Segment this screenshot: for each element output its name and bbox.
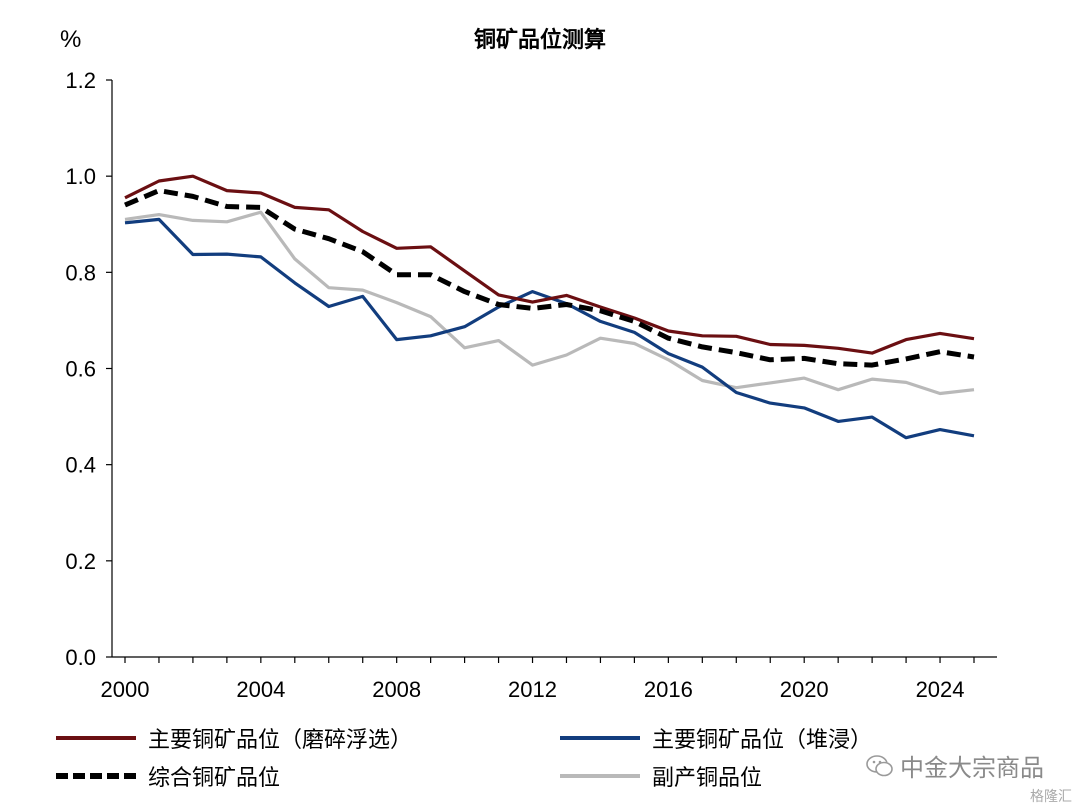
series-line-1 [124, 217, 975, 440]
y-tick-label: 1.0 [65, 164, 96, 189]
watermark-brand-text: 中金大宗商品 [900, 754, 1044, 782]
series-line-3 [124, 210, 975, 396]
x-tick-label: 2008 [372, 677, 421, 702]
series-line-2 [124, 188, 975, 368]
x-tick-label: 2000 [101, 677, 150, 702]
x-tick-label: 2004 [236, 677, 285, 702]
wechat-icon [866, 754, 893, 776]
legend-label-leach: 主要铜矿品位（堆浸） [652, 728, 873, 753]
legend-swatch-leach [560, 736, 640, 740]
legend-swatch-overall [56, 773, 136, 779]
legend-item-byproduct: 副产铜品位 [560, 760, 762, 792]
chart-title: 铜矿品位测算 [474, 27, 606, 53]
x-tick-label: 2024 [916, 677, 965, 702]
axes: 0.0 0.2 0.4 0.6 0.8 1.0 1.2 2000 2004 2008 2012 201… [65, 68, 997, 702]
y-tick-label: 0.4 [65, 453, 96, 478]
x-tick-label: 2020 [780, 677, 829, 702]
y-tick-label: 0.8 [65, 260, 96, 285]
legend-label-byproduct: 副产铜品位 [652, 766, 763, 791]
y-unit-label: % [60, 26, 81, 53]
series-layer [124, 174, 975, 440]
y-tick-label: 0.6 [65, 357, 96, 382]
series-line-0 [124, 174, 975, 355]
x-tick-label: 2016 [644, 677, 693, 702]
watermark-brand: 中金大宗商品 [866, 748, 1044, 783]
legend-item-leach: 主要铜矿品位（堆浸） [560, 722, 872, 754]
x-tick-label: 2012 [508, 677, 557, 702]
y-tick-label: 0.0 [65, 645, 96, 670]
y-tick-label: 1.2 [65, 68, 96, 93]
y-tick-label: 0.2 [65, 549, 96, 574]
legend-swatch-byproduct [560, 774, 640, 778]
legend-item-overall: 综合铜矿品位 [56, 760, 280, 792]
legend-swatch-mill [56, 736, 136, 740]
legend-label-overall: 综合铜矿品位 [148, 766, 281, 791]
watermark-source: 格隆汇 [1030, 789, 1072, 805]
legend-item-mill: 主要铜矿品位（磨碎浮选） [56, 722, 412, 754]
legend-label-mill: 主要铜矿品位（磨碎浮选） [148, 728, 413, 753]
